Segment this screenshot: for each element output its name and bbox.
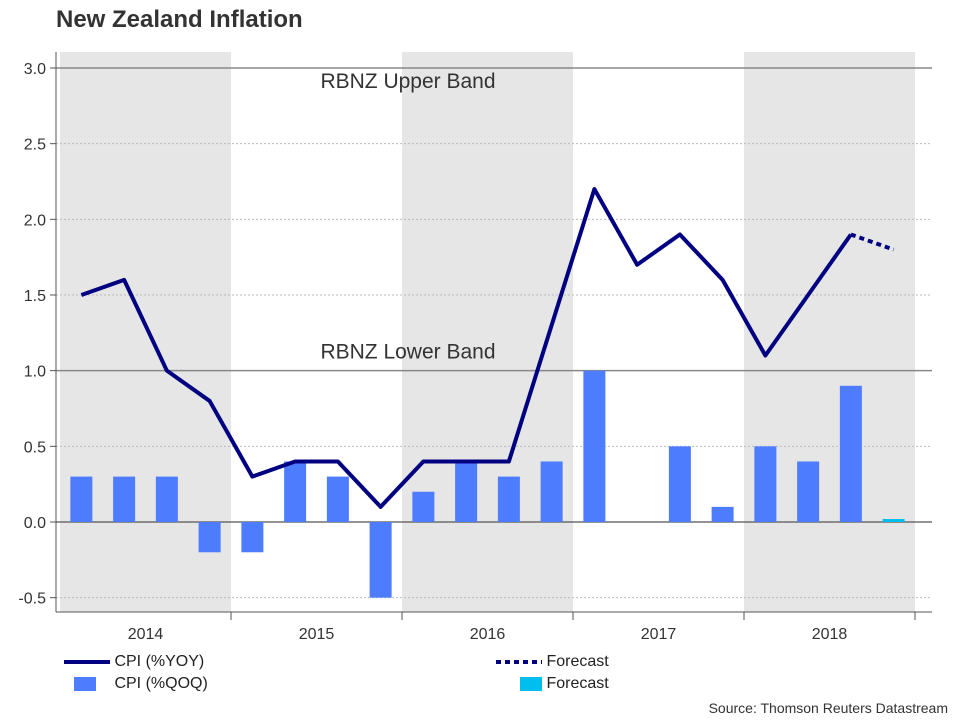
legend-swatch-line [64, 659, 110, 664]
y-tick-label: 3.0 [24, 61, 46, 78]
x-tick-label: 2015 [299, 626, 335, 643]
qoq-bar [540, 461, 563, 522]
qoq-bar [455, 461, 478, 522]
legend-label-qoq: CPI (%QOQ) [114, 675, 208, 692]
legend-item-forecast-line: Forecast [496, 653, 609, 671]
x-tick-label: 2018 [812, 626, 848, 643]
qoq-bar [797, 461, 820, 522]
yoy-line [80, 187, 853, 509]
legend-item-forecast-bar: Forecast [496, 675, 609, 693]
qoq-bar [839, 385, 862, 522]
qoq-bar [711, 506, 734, 522]
legend-label-yoy: CPI (%YOY) [114, 653, 205, 670]
qoq-bar [412, 491, 435, 522]
source-note: Source: Thomson Reuters Datastream [708, 700, 948, 716]
qoq-bar [70, 476, 93, 522]
y-tick-label: 2.0 [24, 212, 46, 229]
y-tick-label: 1.5 [24, 288, 46, 305]
inflation-chart: RBNZ Upper Band RBNZ Lower Band 3.0 2.5 2.0… [18, 52, 932, 643]
legend-swatch-forecast-bar [520, 676, 542, 691]
legend-item-qoq: CPI (%QOQ) [64, 675, 208, 693]
qoq-bar [754, 446, 777, 522]
forecast-bar [882, 518, 905, 522]
x-tick-label: 2017 [641, 626, 677, 643]
qoq-bars [70, 370, 905, 598]
qoq-bar [369, 522, 392, 598]
qoq-bar [583, 370, 606, 522]
chart-title: New Zealand Inflation [56, 6, 303, 33]
x-tick-label: 2016 [470, 626, 506, 643]
forecast-line [850, 232, 895, 252]
year-shading [60, 52, 915, 612]
qoq-bar [241, 522, 264, 553]
shade-2018 [744, 52, 915, 612]
qoq-bar [113, 476, 136, 522]
x-tick-label: 2014 [128, 626, 164, 643]
y-tick-label: -0.5 [18, 591, 46, 608]
legend-swatch-bar [74, 676, 96, 691]
qoq-bar [155, 476, 178, 522]
y-tick-label: 1.0 [24, 364, 46, 381]
reference-label: RBNZ Lower Band [320, 341, 495, 364]
qoq-bar [497, 476, 520, 522]
reference-label: RBNZ Upper Band [320, 70, 495, 93]
legend-item-yoy: CPI (%YOY) [64, 653, 204, 671]
axes [50, 52, 932, 620]
reference-lines: RBNZ Upper Band RBNZ Lower Band [56, 67, 932, 372]
legend-label-forecast-bar: Forecast [546, 675, 609, 692]
qoq-bar [326, 476, 349, 522]
yoy-lines [80, 187, 895, 509]
shade-2016 [402, 52, 573, 612]
qoq-bar [668, 446, 691, 522]
legend-swatch-dotted [496, 659, 542, 664]
legend-label-forecast-line: Forecast [546, 653, 609, 670]
qoq-bar [198, 522, 221, 553]
tick-labels: 3.0 2.5 2.0 1.5 1.0 0.5 0.0 -0.5 2014 2015 2016 201… [18, 61, 847, 643]
y-tick-label: 0.0 [24, 515, 46, 532]
y-tick-label: 2.5 [24, 137, 46, 154]
y-tick-label: 0.5 [24, 439, 46, 456]
qoq-bar [284, 461, 307, 522]
